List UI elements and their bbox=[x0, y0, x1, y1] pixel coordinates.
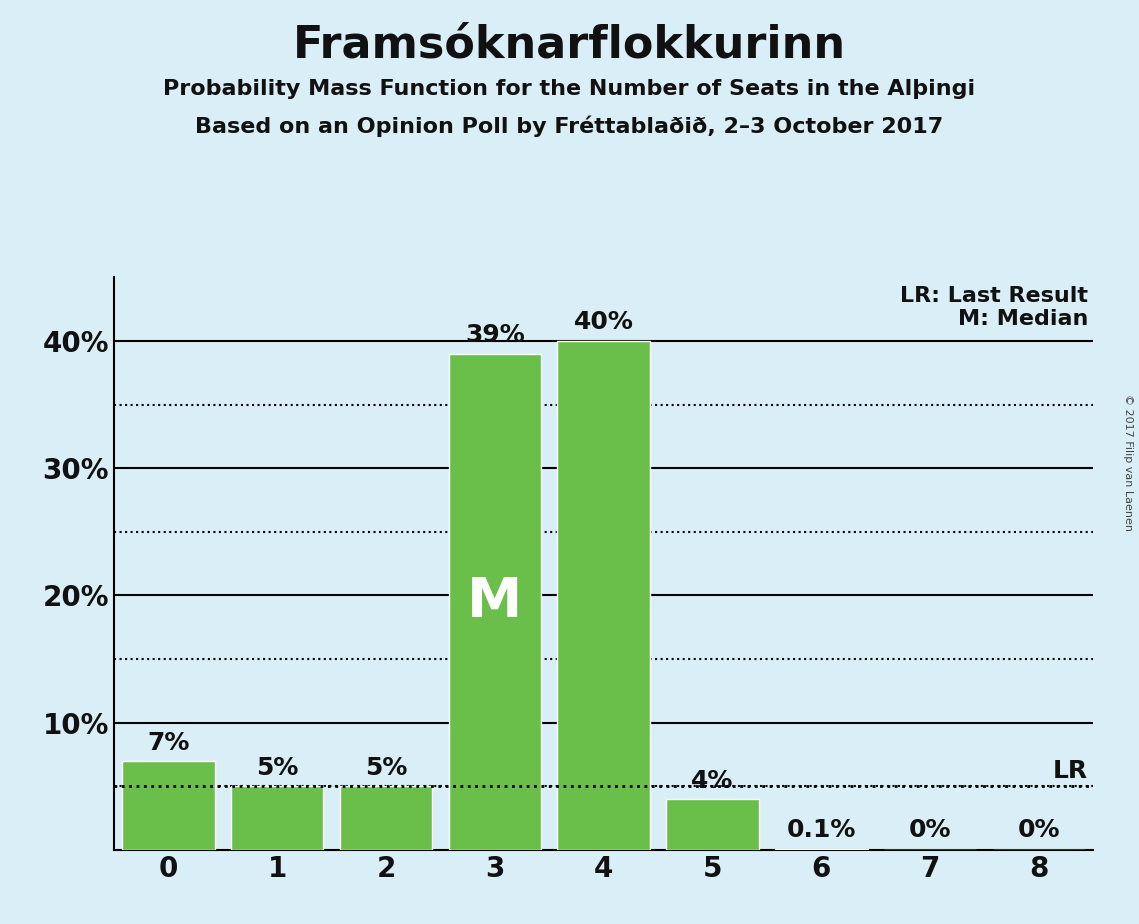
Bar bbox=[449, 354, 541, 850]
Text: 39%: 39% bbox=[465, 323, 525, 347]
Bar bbox=[666, 799, 759, 850]
Bar bbox=[339, 786, 433, 850]
Text: Based on an Opinion Poll by Fréttablaðið, 2–3 October 2017: Based on an Opinion Poll by Fréttablaðið… bbox=[196, 116, 943, 137]
Text: 7%: 7% bbox=[147, 731, 189, 755]
Text: LR: LR bbox=[1052, 759, 1088, 783]
Text: 5%: 5% bbox=[364, 756, 407, 780]
Text: LR: Last Result: LR: Last Result bbox=[900, 286, 1088, 306]
Bar bbox=[231, 786, 323, 850]
Bar bbox=[122, 761, 214, 850]
Text: 0%: 0% bbox=[909, 819, 951, 843]
Text: 0.1%: 0.1% bbox=[787, 819, 857, 843]
Text: M: Median: M: Median bbox=[958, 309, 1088, 329]
Text: 4%: 4% bbox=[691, 769, 734, 793]
Text: 5%: 5% bbox=[256, 756, 298, 780]
Text: Framsóknarflokkurinn: Framsóknarflokkurinn bbox=[293, 23, 846, 67]
Bar bbox=[775, 849, 868, 850]
Text: 40%: 40% bbox=[574, 310, 633, 334]
Text: Probability Mass Function for the Number of Seats in the Alþingi: Probability Mass Function for the Number… bbox=[163, 79, 976, 99]
Bar bbox=[557, 341, 650, 850]
Text: © 2017 Filip van Laenen: © 2017 Filip van Laenen bbox=[1123, 394, 1133, 530]
Text: M: M bbox=[467, 575, 523, 629]
Text: 0%: 0% bbox=[1018, 819, 1060, 843]
